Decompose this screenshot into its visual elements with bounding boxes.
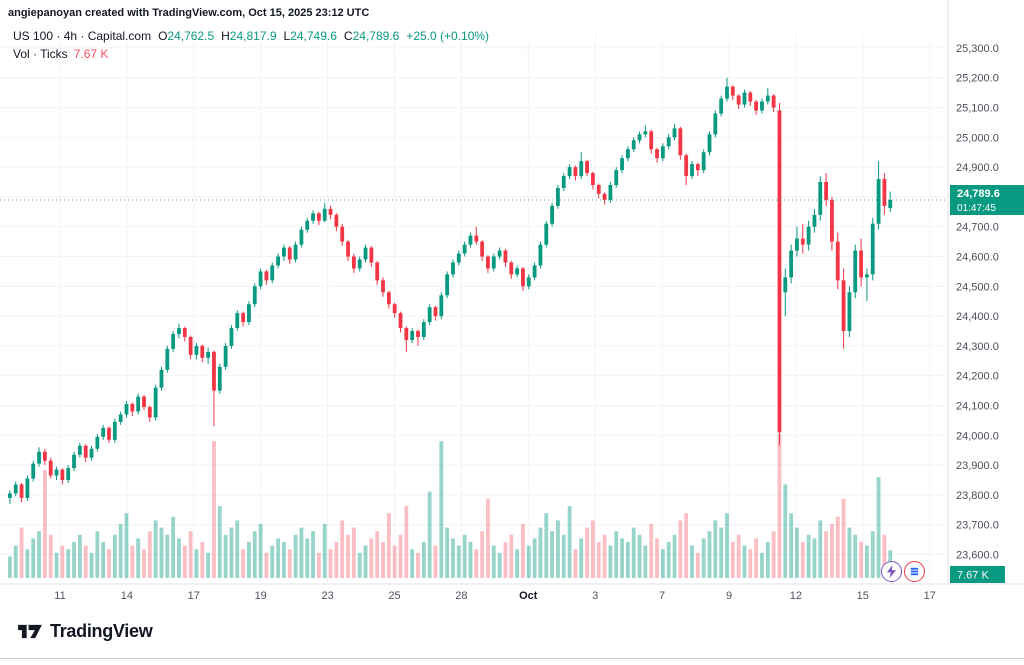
svg-text:25,000.0: 25,000.0 bbox=[956, 132, 999, 144]
ohlc-low: L24,749.6 bbox=[283, 29, 337, 43]
svg-text:17: 17 bbox=[924, 590, 936, 602]
svg-text:24,900.0: 24,900.0 bbox=[956, 162, 999, 174]
broker-icon[interactable] bbox=[904, 561, 925, 582]
svg-text:11: 11 bbox=[54, 590, 65, 602]
volume-series bbox=[8, 434, 893, 578]
volume-legend: Vol · Ticks 7.67 K bbox=[13, 47, 108, 61]
svg-text:24,500.0: 24,500.0 bbox=[956, 281, 999, 293]
svg-text:Oct: Oct bbox=[519, 590, 538, 602]
svg-text:24,400.0: 24,400.0 bbox=[956, 311, 999, 323]
candlestick-series bbox=[8, 77, 893, 504]
last-price-badge: 24,789.6 01:47:45 bbox=[950, 185, 1024, 216]
svg-text:24,100.0: 24,100.0 bbox=[956, 401, 999, 413]
price-chart-canvas[interactable]: 25,300.0 25,200.0 25,100.0 25,000.0 24,900.0… bbox=[0, 0, 1024, 612]
ohlc-close: C24,789.6 bbox=[343, 29, 400, 43]
tradingview-logo-text: TradingView bbox=[50, 621, 153, 641]
ohlc-open: O24,762.5 bbox=[158, 29, 215, 43]
svg-text:17: 17 bbox=[188, 590, 200, 602]
tradingview-logo-icon bbox=[16, 622, 43, 641]
svg-text:25: 25 bbox=[388, 590, 400, 602]
svg-text:24,200.0: 24,200.0 bbox=[956, 371, 999, 383]
svg-text:23,800.0: 23,800.0 bbox=[956, 490, 999, 502]
svg-text:19: 19 bbox=[255, 590, 267, 602]
volume-badge: 7.67 K bbox=[950, 566, 1005, 583]
tradingview-logo[interactable]: TradingView bbox=[16, 621, 153, 642]
svg-text:24,300.0: 24,300.0 bbox=[956, 341, 999, 353]
svg-text:12: 12 bbox=[790, 590, 802, 602]
svg-text:23,700.0: 23,700.0 bbox=[956, 520, 999, 532]
grid-lines bbox=[0, 36, 948, 584]
svg-text:25,200.0: 25,200.0 bbox=[956, 73, 999, 85]
lightning-icon[interactable] bbox=[881, 561, 902, 582]
svg-text:9: 9 bbox=[726, 590, 732, 602]
symbol-title[interactable]: US 100 · 4h · Capital.com bbox=[13, 29, 152, 43]
svg-text:15: 15 bbox=[857, 590, 869, 602]
volume-legend-label[interactable]: Vol · Ticks bbox=[13, 47, 68, 61]
chart-floating-buttons bbox=[881, 561, 925, 582]
svg-text:24,000.0: 24,000.0 bbox=[956, 430, 999, 442]
svg-text:24,789.6: 24,789.6 bbox=[957, 188, 1000, 200]
page-bottom-divider bbox=[0, 658, 1024, 659]
svg-text:25,100.0: 25,100.0 bbox=[956, 103, 999, 115]
svg-text:25,300.0: 25,300.0 bbox=[956, 43, 999, 55]
symbol-legend: US 100 · 4h · Capital.com O24,762.5 H24,… bbox=[13, 29, 489, 43]
price-change: +25.0 (+0.10%) bbox=[406, 29, 490, 43]
svg-text:28: 28 bbox=[455, 590, 467, 602]
svg-text:23,600.0: 23,600.0 bbox=[956, 550, 999, 562]
svg-text:23: 23 bbox=[321, 590, 333, 602]
attribution-text: angiepanoyan created with TradingView.co… bbox=[8, 7, 370, 19]
price-axis[interactable]: 25,300.0 25,200.0 25,100.0 25,000.0 24,900.0… bbox=[956, 43, 999, 562]
svg-text:7: 7 bbox=[659, 590, 665, 602]
time-axis[interactable]: 11 14 17 19 23 25 28 Oct 3 7 9 12 15 17 bbox=[54, 590, 936, 602]
svg-text:7.67 K: 7.67 K bbox=[957, 570, 989, 582]
ohlc-high: H24,817.9 bbox=[221, 29, 277, 43]
svg-text:23,900.0: 23,900.0 bbox=[956, 460, 999, 472]
svg-text:24,600.0: 24,600.0 bbox=[956, 252, 999, 264]
svg-text:14: 14 bbox=[121, 590, 133, 602]
volume-legend-value: 7.67 K bbox=[73, 47, 109, 61]
svg-text:3: 3 bbox=[592, 590, 598, 602]
svg-text:24,700.0: 24,700.0 bbox=[956, 222, 999, 234]
svg-text:01:47:45: 01:47:45 bbox=[957, 203, 996, 214]
